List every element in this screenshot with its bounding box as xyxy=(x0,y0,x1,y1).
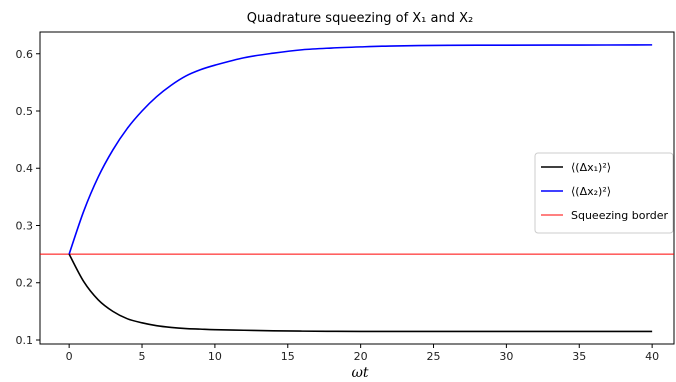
y-tick-label: 0.1 xyxy=(16,334,34,347)
y-tick-label: 0.6 xyxy=(16,48,34,61)
x-tick-label: 0 xyxy=(66,350,73,363)
x-tick-label: 30 xyxy=(499,350,513,363)
x-tick-label: 40 xyxy=(645,350,659,363)
x-tick-label: 5 xyxy=(139,350,146,363)
x-axis-ticks: 0 5 10 15 20 25 30 35 40 xyxy=(66,344,659,363)
legend: ⟨(Δx₁)²⟩ ⟨(Δx₂)²⟩ Squeezing border xyxy=(534,152,674,234)
y-axis-ticks: 0.1 0.2 0.3 0.4 0.5 0.6 xyxy=(16,48,40,347)
y-tick-label: 0.4 xyxy=(16,162,34,175)
x-tick-label: 35 xyxy=(572,350,586,363)
chart-title: Quadrature squeezing of X₁ and X₂ xyxy=(247,11,473,26)
series-line-1 xyxy=(68,253,653,333)
y-tick-label: 0.5 xyxy=(16,105,34,118)
legend-label: ⟨(Δx₂)²⟩ xyxy=(571,185,611,198)
series-layer xyxy=(68,44,653,333)
y-tick-label: 0.2 xyxy=(16,277,34,290)
x-tick-label: 20 xyxy=(354,350,368,363)
legend-box xyxy=(534,152,674,234)
legend-label: ⟨(Δx₁)²⟩ xyxy=(571,161,611,174)
legend-label: Squeezing border xyxy=(571,209,669,222)
series-line-2 xyxy=(68,44,653,255)
y-tick-label: 0.3 xyxy=(16,219,34,232)
x-tick-label: 25 xyxy=(427,350,441,363)
x-tick-label: 15 xyxy=(281,350,295,363)
x-tick-label: 10 xyxy=(208,350,222,363)
x-axis-label: ωt xyxy=(351,365,368,381)
